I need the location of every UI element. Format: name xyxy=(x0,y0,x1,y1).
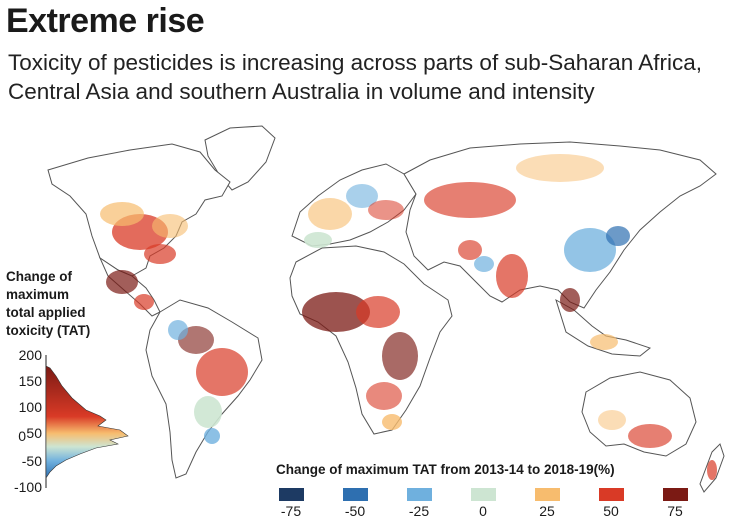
greenland xyxy=(204,125,276,191)
legend-title: Change of maximum TAT from 2013-14 to 20… xyxy=(276,462,615,477)
legend-label: -50 xyxy=(344,503,366,519)
legend-label: 0 xyxy=(479,503,487,519)
legend-swatch xyxy=(279,488,304,501)
histogram-distribution xyxy=(45,365,129,479)
histogram-tick: 200 xyxy=(18,347,42,363)
histogram-tick: -100 xyxy=(13,479,42,495)
histogram-title-line: total applied xyxy=(6,305,86,320)
histogram-tick: 100 xyxy=(18,399,42,415)
legend-label: 75 xyxy=(667,503,683,519)
histogram-title-line: maximum xyxy=(6,287,70,302)
histogram-tick: 0 xyxy=(18,428,26,444)
histogram-tick: 50 xyxy=(26,425,42,441)
legend-label: -75 xyxy=(280,503,302,519)
map-title: Extreme rise xyxy=(6,2,205,40)
legend-label: -25 xyxy=(408,503,430,519)
histogram-title: Change of maximum total applied toxicity… xyxy=(6,268,126,340)
histogram-tick: 150 xyxy=(18,373,42,389)
legend-swatch xyxy=(599,488,624,501)
change-patches xyxy=(100,154,717,480)
legend-swatch xyxy=(343,488,368,501)
histogram-tick: -50 xyxy=(21,453,42,469)
legend-swatch xyxy=(535,488,560,501)
africa xyxy=(289,245,453,435)
histogram-title-line: Change of xyxy=(6,269,72,284)
map-subtitle: Toxicity of pesticides is increasing acr… xyxy=(8,50,703,104)
legend-swatch xyxy=(663,488,688,501)
histogram-title-line: toxicity (TAT) xyxy=(6,323,91,338)
southeast-asia xyxy=(555,298,652,357)
legend-label: 25 xyxy=(539,503,555,519)
legend-swatch xyxy=(471,488,496,501)
legend-label: 50 xyxy=(603,503,619,519)
legend-swatch xyxy=(407,488,432,501)
